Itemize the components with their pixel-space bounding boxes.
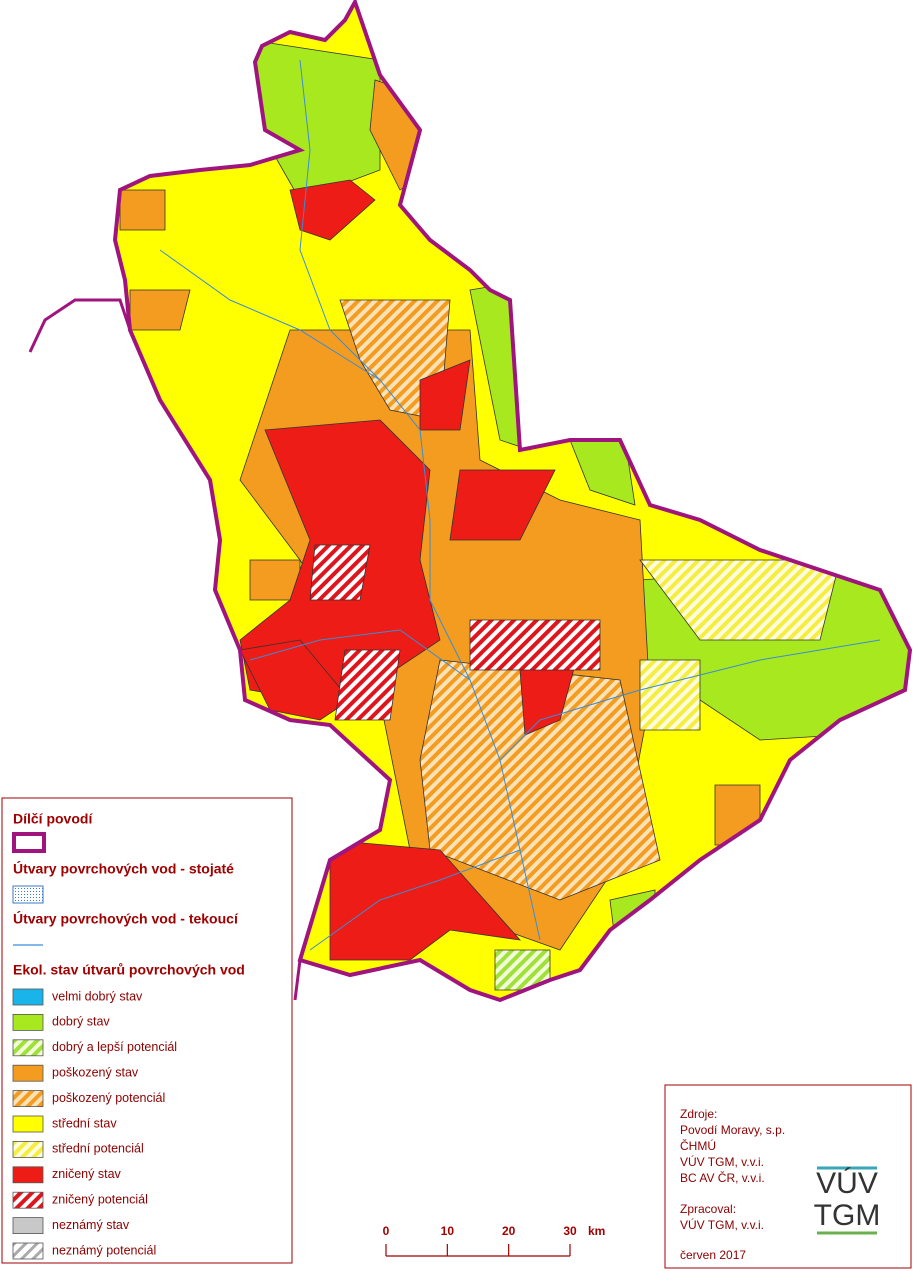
legend-item: poškozený potenciál [52,1091,165,1105]
area-medium-potential [639,659,701,731]
legend-title: Útvary povrchových vod - stojaté [13,860,234,877]
legend-swatch [12,1242,44,1260]
neighbor-border [293,959,302,1001]
area-destroyed [239,639,351,721]
scale-bar: 0 10 20 30 km [383,1224,605,1257]
legend-items: velmi dobrý stav dobrý stav dobrý a lepší … [12,988,177,1260]
legend-swatch [12,885,44,904]
processed-label: Zpracoval: [680,1202,736,1216]
river [299,59,541,941]
area-damaged [129,289,191,331]
legend-title: Ekol. stav útvarů povrchových vod [13,962,245,978]
date: červen 2017 [680,1248,746,1262]
scale-unit: km [588,1224,605,1238]
legend-title: Dílčí povodí [13,811,93,827]
legend-box [1,797,293,1264]
legend-item: dobrý stav [52,1015,110,1029]
legend-swatch [12,988,44,1006]
legend-swatch [12,1039,44,1057]
legend-item: zničený stav [52,1167,122,1181]
river [499,639,881,761]
legend-swatch [12,1141,44,1158]
source-line: Povodí Moravy, s.p. [680,1123,785,1137]
processed-by: VÚV TGM, v.v.i. [680,1217,764,1232]
area-destroyed [449,469,556,541]
legend-item: střední potenciál [52,1142,144,1156]
legend-swatch [12,1090,44,1107]
source-line: ČHMÚ [680,1138,716,1153]
legend-item: střední stav [52,1116,117,1130]
legend-item: velmi dobrý stav [52,989,143,1003]
legend-item: neznámý potenciál [52,1243,156,1257]
scale-label: 20 [502,1224,516,1238]
source-line: VÚV TGM, v.v.i. [680,1154,764,1169]
logo-text: TGM [814,1199,881,1232]
legend-title: Útvary povrchových vod - tekoucí [13,910,239,927]
legend-swatch [12,1166,44,1184]
river [249,629,471,681]
area-destroyed [289,179,376,241]
legend-swatch [12,1191,44,1209]
area-destroyed [329,839,522,961]
area-destroyed-potential [309,544,371,601]
legend-swatch [12,1217,44,1234]
legend-item: zničený potenciál [52,1192,148,1206]
scale-label: 30 [563,1224,577,1238]
scale-label: 0 [383,1224,390,1238]
neighbor-border [28,298,132,353]
sources-label: Zdroje: [680,1107,717,1121]
source-line: BC AV ČR, v.v.i. [680,1170,765,1185]
sources-box [664,1084,912,1269]
area-damaged [119,189,166,231]
legend-swatch [12,1115,44,1133]
scale-label: 10 [441,1224,455,1238]
area-destroyed [419,359,471,431]
legend-swatch [12,1014,44,1031]
area-destroyed-potential [334,649,401,721]
legend-swatch [12,1064,44,1082]
legend-item: dobrý a lepší potenciál [52,1040,177,1054]
legend: Dílčí povodí Útvary povrchových vod - st… [1,797,293,1264]
area-medium-potential [639,559,841,641]
area-damaged-potential [419,659,661,901]
river [309,849,521,951]
legend-item: neznámý stav [52,1218,130,1232]
logo-text: VÚV [816,1167,878,1200]
legend-swatch [12,832,46,853]
river [159,249,381,381]
legend-item: poškozený stav [52,1065,139,1079]
area-destroyed-potential [469,619,601,671]
scale: 0 10 20 30 [383,1224,577,1257]
